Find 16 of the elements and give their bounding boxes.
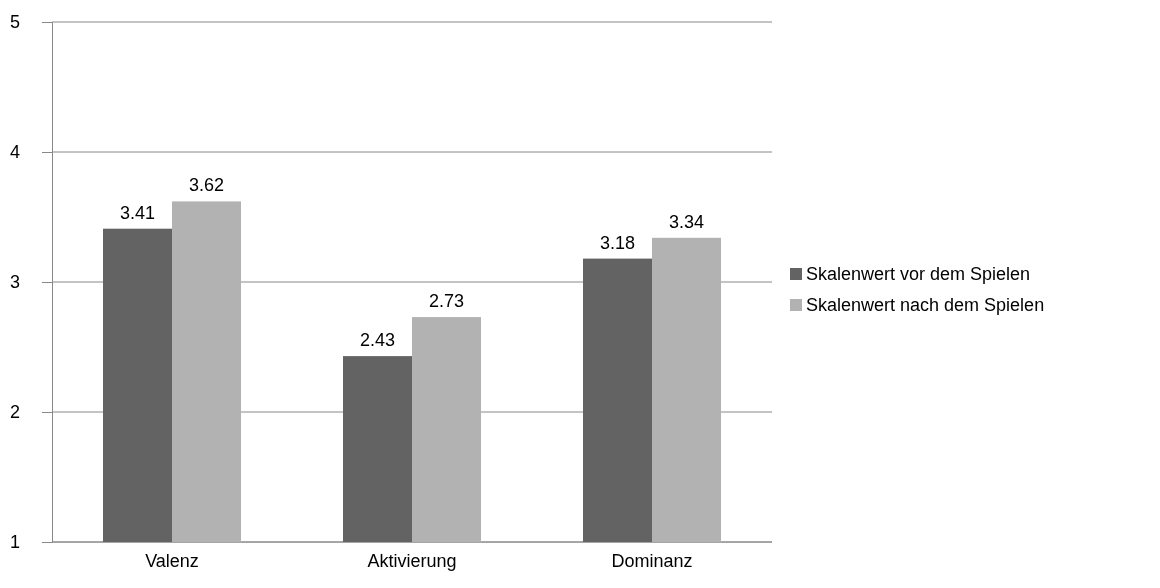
- y-tick-label: 2: [9, 402, 20, 423]
- x-tick-label: Dominanz: [611, 550, 693, 571]
- x-tick-label: Valenz: [145, 550, 199, 571]
- data-label: 2.43: [359, 330, 396, 351]
- y-tick-label: 4: [9, 142, 20, 163]
- x-tick-label: Aktivierung: [367, 550, 457, 571]
- y-tick-label: 3: [9, 272, 20, 293]
- data-label: 3.18: [599, 232, 636, 253]
- y-tick-label: 1: [9, 532, 20, 553]
- data-label: 3.34: [668, 211, 705, 232]
- data-label: 3.41: [119, 202, 156, 223]
- data-label: 2.73: [428, 291, 465, 312]
- legend-label: Skalenwert nach dem Spielen: [806, 295, 1045, 315]
- y-tick-label: 5: [9, 12, 20, 33]
- data-label: 3.62: [188, 175, 225, 196]
- legend-label: Skalenwert vor dem Spielen: [806, 264, 1031, 284]
